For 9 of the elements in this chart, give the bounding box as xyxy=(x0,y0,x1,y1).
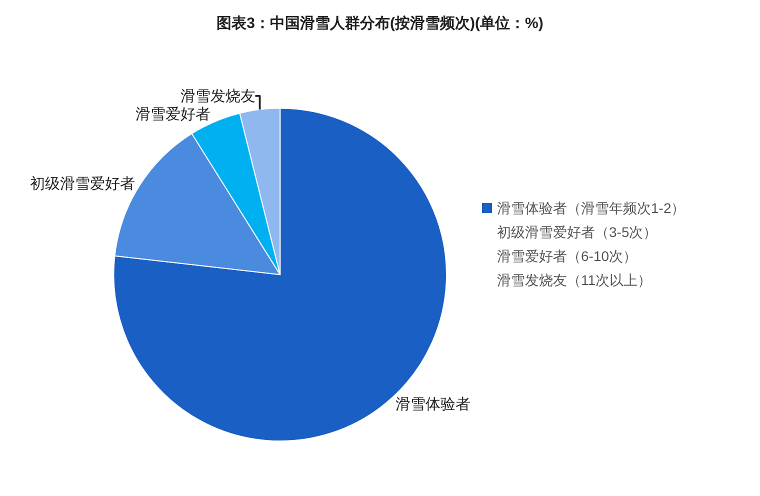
text: 初级滑雪爱好者（3-5次） xyxy=(497,224,658,240)
chart-title: 图表3：中国滑雪人群分布(按滑雪频次)(单位：%) xyxy=(216,14,544,32)
slice-label: 滑雪爱好者 xyxy=(135,104,210,123)
text: 滑雪发烧友（11次以上） xyxy=(497,272,652,288)
text: 滑雪体验者（滑雪年频次1-2） xyxy=(497,200,686,216)
slice-label: 滑雪发烧友 xyxy=(180,86,256,105)
text: 滑雪爱好者（6-10次） xyxy=(497,248,638,264)
slice-label: 滑雪体验者 xyxy=(395,394,470,413)
slice-label: 初级滑雪爱好者 xyxy=(30,174,135,192)
